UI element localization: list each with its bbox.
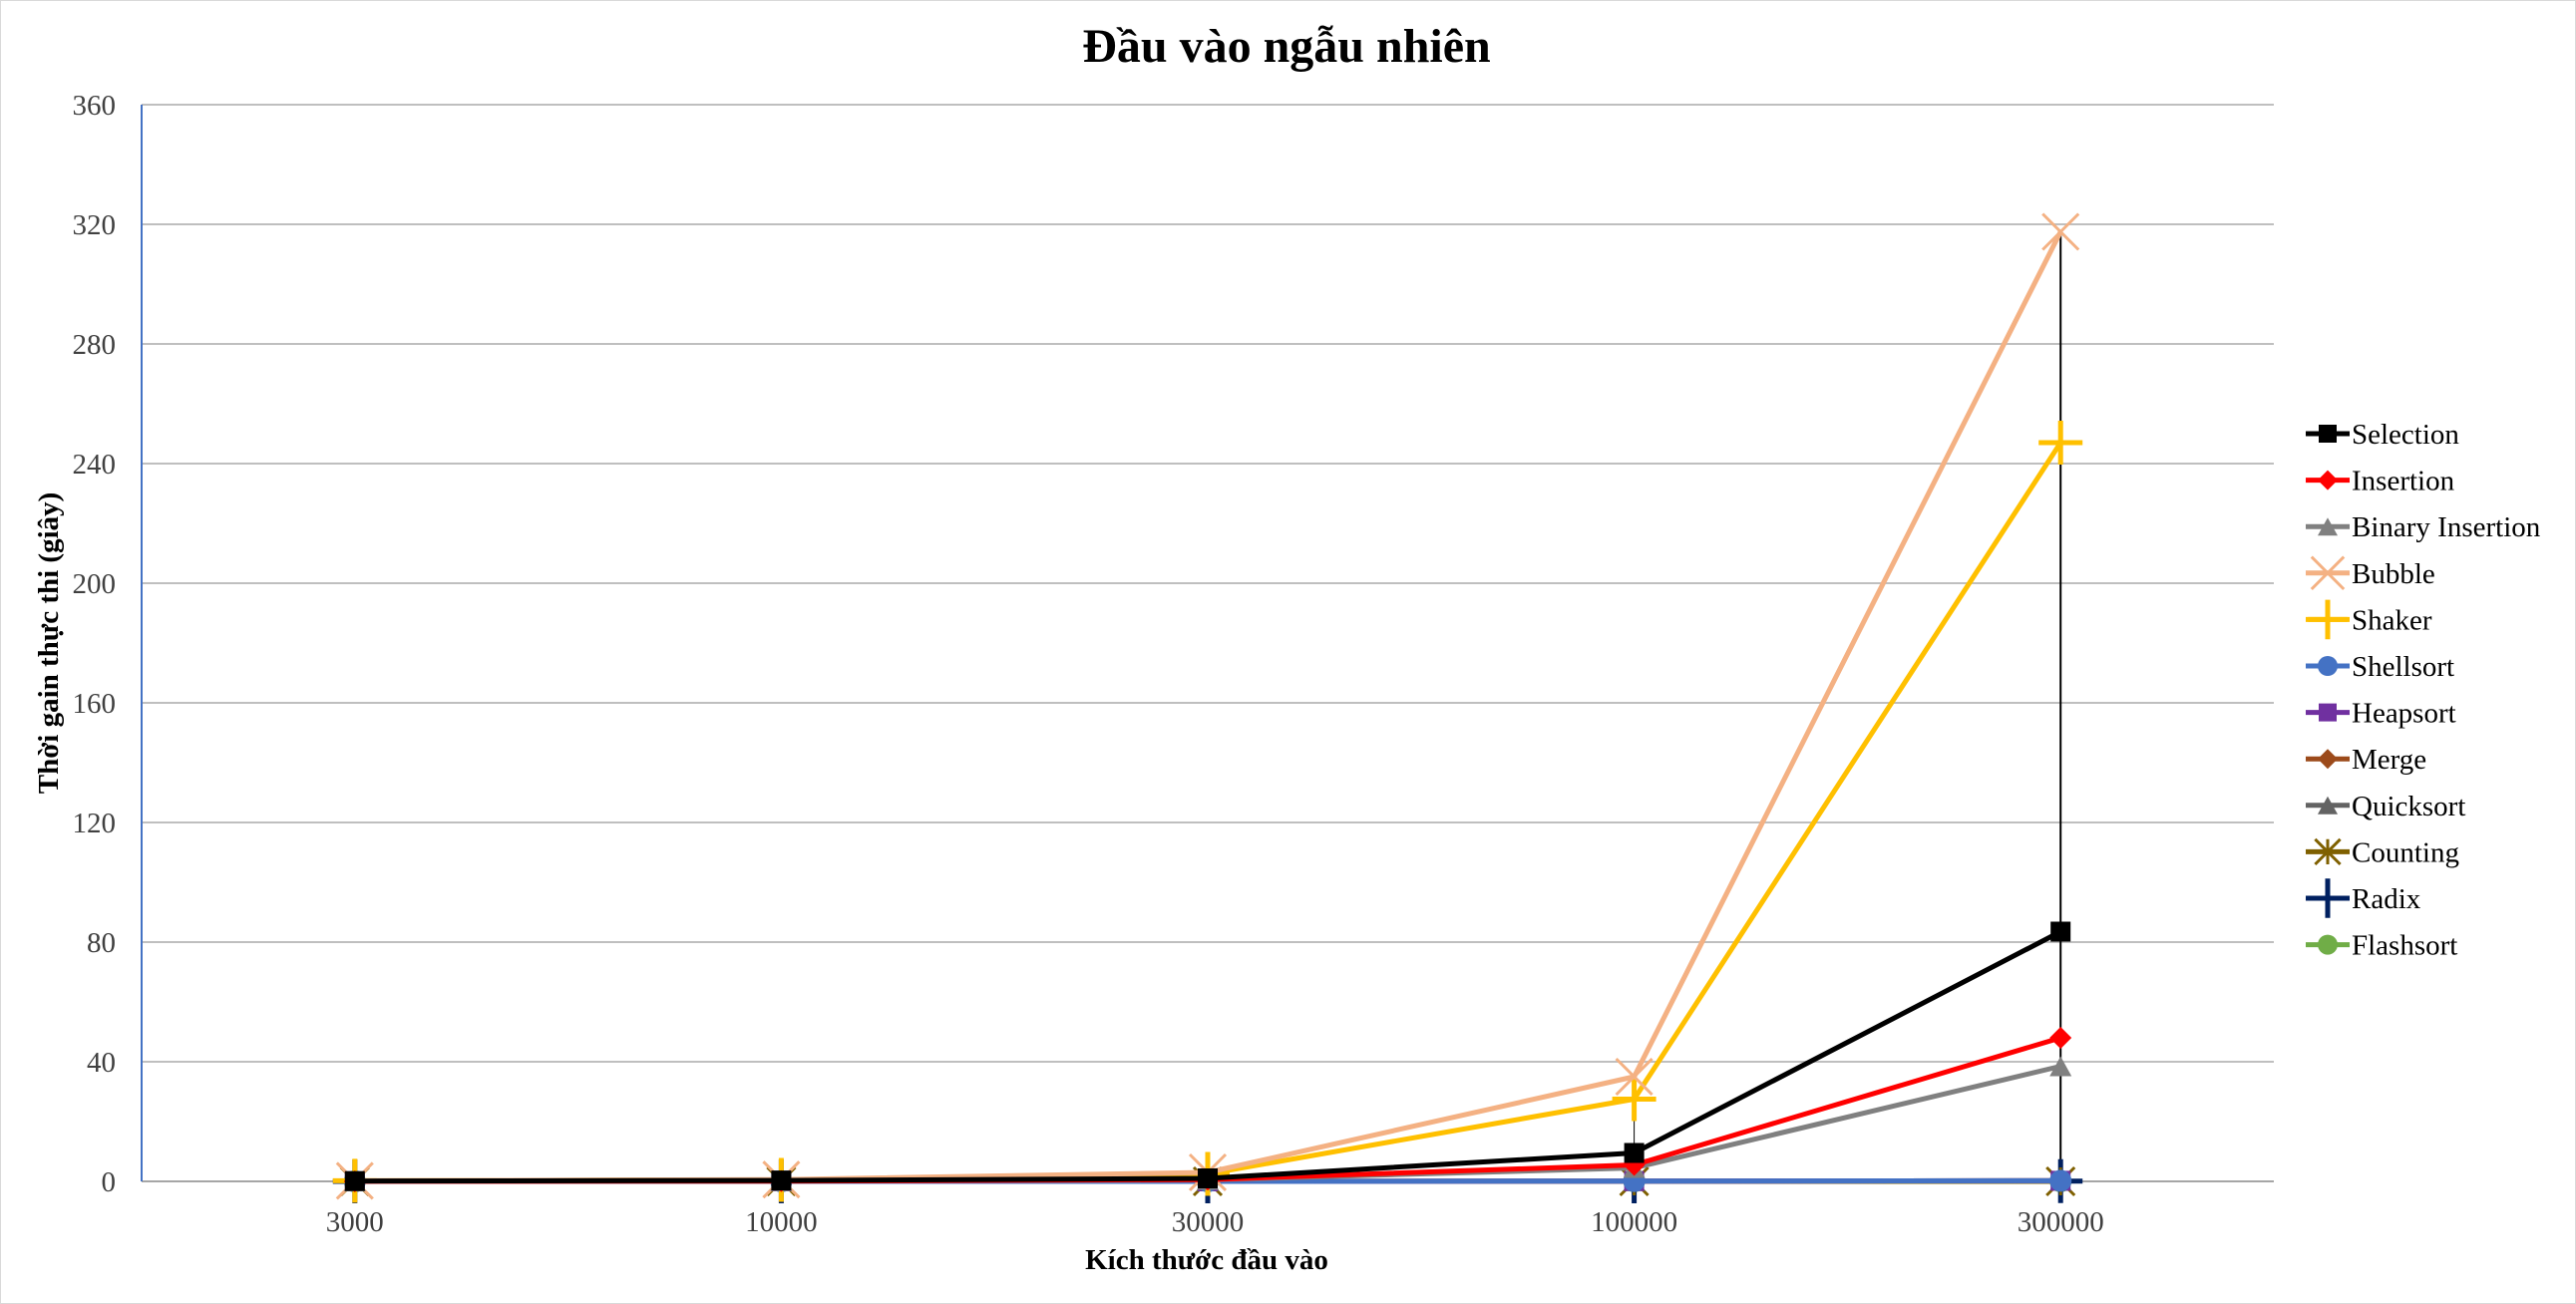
legend-item-counting: Counting [2306, 836, 2459, 868]
legend: Selection Insertion Binary Insertion Bubble… [2306, 419, 2541, 962]
legend-label-bubble: Bubble [2352, 558, 2435, 590]
legend-label-merge: Merge [2352, 744, 2426, 776]
legend-label-selection: Selection [2352, 419, 2459, 451]
point-shaker-100000 [1612, 1077, 1656, 1122]
point-bubble-300000 [2041, 212, 2080, 251]
x-tick-30000: 30000 [1172, 1206, 1245, 1238]
legend-marker-radix [2308, 878, 2348, 918]
y-tick-0: 0 [102, 1166, 117, 1198]
y-tick-80: 80 [87, 927, 116, 959]
y-tick-320: 320 [73, 209, 117, 241]
x-tick-300000: 300000 [2018, 1206, 2104, 1238]
legend-marker-counting [2314, 837, 2342, 866]
legend-item-radix: Radix [2306, 878, 2421, 918]
legend-label-binary-insertion: Binary Insertion [2352, 511, 2541, 543]
legend-marker-merge [2318, 749, 2338, 770]
series-group [332, 212, 2083, 1203]
legend-item-merge: Merge [2306, 744, 2426, 776]
legend-label-counting: Counting [2352, 836, 2459, 868]
legend-marker-insertion [2318, 470, 2338, 490]
legend-item-selection: Selection [2306, 419, 2459, 451]
series-line-shaker [354, 441, 2063, 1183]
legend-item-quicksort: Quicksort [2306, 791, 2465, 822]
y-tick-160: 160 [73, 688, 117, 720]
legend-label-quicksort: Quicksort [2352, 791, 2465, 822]
point-shellsort-300000 [2049, 1169, 2072, 1192]
point-shaker-300000 [2038, 421, 2083, 465]
y-tick-360: 360 [73, 90, 117, 122]
x-tick-labels: 3000 10000 30000 100000 300000 [326, 1206, 2104, 1238]
point-bubble-100000 [1615, 1057, 1654, 1097]
legend-label-insertion: Insertion [2352, 466, 2455, 497]
legend-marker-quicksort [2318, 796, 2338, 815]
point-binary-insertion-300000 [2049, 1056, 2072, 1077]
x-tick-10000: 10000 [745, 1206, 818, 1238]
x-tick-100000: 100000 [1591, 1206, 1677, 1238]
series-line-bubble [354, 230, 2063, 1183]
y-tick-labels: 0 40 80 120 160 200 240 280 320 360 [73, 90, 117, 1198]
y-tick-200: 200 [73, 568, 117, 600]
y-tick-240: 240 [73, 449, 117, 481]
legend-item-bubble: Bubble [2306, 555, 2435, 591]
series-shaker [332, 421, 2083, 1203]
chart-title: Đầu vào ngẫu nhiên [1082, 20, 1490, 73]
legend-marker-binary-insertion [2318, 517, 2338, 536]
gridlines [142, 104, 2274, 1182]
legend-marker-bubble [2310, 555, 2346, 591]
y-tick-280: 280 [73, 329, 117, 361]
series-line-selection [354, 929, 2062, 1184]
legend-item-flashsort: Flashsort [2306, 930, 2457, 962]
point-selection-30000 [1198, 1168, 1218, 1188]
x-axis-label: Kích thước đầu vào [1085, 1244, 1328, 1276]
legend-label-heapsort: Heapsort [2352, 698, 2456, 730]
point-selection-300000 [2050, 921, 2071, 942]
legend-label-shaker: Shaker [2352, 604, 2432, 636]
legend-marker-heapsort [2319, 703, 2337, 722]
legend-item-insertion: Insertion [2306, 466, 2455, 497]
legend-label-shellsort: Shellsort [2352, 651, 2454, 683]
legend-label-flashsort: Flashsort [2352, 930, 2457, 962]
y-axis-label: Thời gain thực thi (giây) [33, 492, 65, 795]
legend-item-shellsort: Shellsort [2306, 651, 2454, 683]
legend-marker-shaker [2308, 599, 2348, 640]
series-bubble [335, 212, 2080, 1200]
legend-marker-selection [2319, 425, 2337, 443]
y-tick-40: 40 [87, 1047, 116, 1079]
legend-item-binary-insertion: Binary Insertion [2306, 511, 2541, 543]
legend-marker-flashsort [2318, 934, 2338, 955]
legend-item-heapsort: Heapsort [2306, 698, 2456, 730]
point-selection-100000 [1624, 1142, 1645, 1163]
legend-marker-shellsort [2318, 656, 2338, 676]
legend-item-shaker: Shaker [2306, 599, 2432, 640]
series-selection [344, 921, 2071, 1191]
y-tick-120: 120 [73, 808, 117, 839]
point-selection-3000 [344, 1170, 365, 1191]
x-tick-3000: 3000 [326, 1206, 384, 1238]
point-selection-10000 [771, 1170, 792, 1191]
legend-label-radix: Radix [2352, 883, 2421, 915]
point-insertion-300000 [2049, 1027, 2072, 1049]
